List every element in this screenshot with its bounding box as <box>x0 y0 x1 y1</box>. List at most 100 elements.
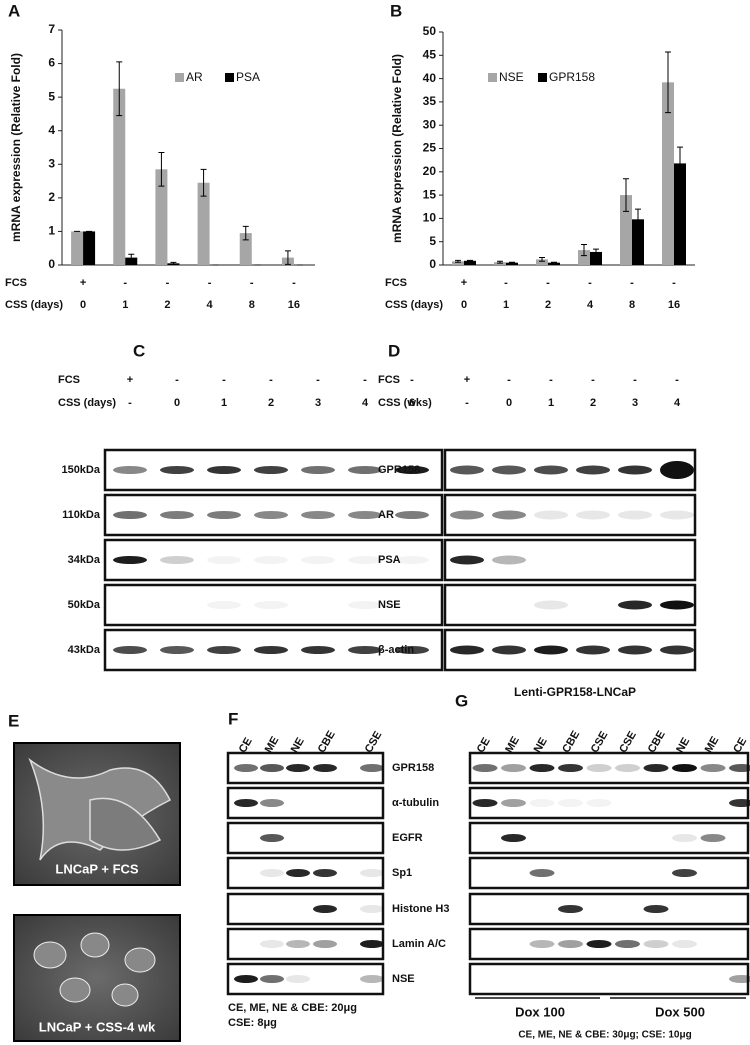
error-bar <box>200 168 207 197</box>
blot-strip <box>443 493 697 537</box>
marker-label: β-actin <box>378 644 414 656</box>
marker-label: 50kDa <box>68 599 101 611</box>
css-label: 6 <box>409 397 415 409</box>
blot-strip <box>443 583 697 627</box>
blot-band <box>558 905 583 913</box>
y-axis-title: mRNA expression (Relative Fold) <box>390 54 404 243</box>
y-tick-label: 2 <box>48 190 55 204</box>
column-label: CSE <box>363 729 385 755</box>
blot-band <box>672 869 697 877</box>
fcs-label: - <box>175 374 179 386</box>
error-bar <box>497 260 503 264</box>
blot-band <box>348 646 382 654</box>
y-tick-label: 10 <box>423 211 437 225</box>
blot-band <box>395 511 429 519</box>
blot-band <box>260 799 284 807</box>
panel-label: G <box>455 691 468 710</box>
column-label: CBE <box>646 729 668 755</box>
blot-band <box>660 461 694 479</box>
fcs-label: - <box>410 374 414 386</box>
y-tick-label: 20 <box>423 164 437 178</box>
blot-band <box>160 511 194 519</box>
blot-band <box>615 764 640 772</box>
x-tick-label: 2 <box>164 299 170 311</box>
blot-band <box>492 465 526 475</box>
fcs-label: - <box>633 374 637 386</box>
y-tick-label: 0 <box>429 257 436 271</box>
fcs-label: - <box>549 374 553 386</box>
error-bar <box>128 253 135 262</box>
blot-band <box>313 764 337 772</box>
row-label: CSS (days) <box>385 299 443 311</box>
group-label: Dox 100 <box>515 1004 565 1019</box>
error-bar <box>158 152 165 187</box>
row-label: NSE <box>392 973 415 985</box>
marker-label: 110kDa <box>62 509 101 521</box>
x-tick-label: 8 <box>629 299 635 311</box>
error-bar <box>593 248 599 256</box>
y-tick-label: 3 <box>48 156 55 170</box>
fcs-label: - <box>222 374 226 386</box>
row-label: FCS <box>58 374 80 386</box>
y-tick-label: 25 <box>423 141 437 155</box>
blot-band <box>254 556 288 564</box>
x-tick-label: 4 <box>207 299 214 311</box>
error-bar <box>284 250 291 265</box>
css-label: 2 <box>590 397 596 409</box>
blot-band <box>395 556 429 564</box>
column-label: CBE <box>316 729 338 755</box>
error-bar <box>665 51 671 114</box>
x-tick-label: 16 <box>288 299 300 311</box>
y-tick-label: 40 <box>423 71 437 85</box>
blot-strip <box>226 821 385 855</box>
legend-swatch <box>175 73 184 82</box>
row-label: Lamin A/C <box>392 938 446 950</box>
blot-band <box>207 511 241 519</box>
blot-band <box>286 764 310 772</box>
panel-label: D <box>388 341 400 360</box>
blot-band <box>529 764 555 772</box>
caption: LNCaP + CSS-4 wk <box>39 1019 156 1034</box>
bar <box>548 262 560 265</box>
blot-band <box>672 834 697 842</box>
bar <box>464 260 476 265</box>
legend-label: PSA <box>236 70 260 84</box>
y-axis-title: mRNA expression (Relative Fold) <box>9 53 23 242</box>
fcs-label: - <box>630 277 634 289</box>
fcs-label: - <box>507 374 511 386</box>
blot-band <box>618 510 652 520</box>
fcs-label: - <box>504 277 508 289</box>
blot-band <box>529 940 555 948</box>
blot-band <box>618 600 652 610</box>
blot-band <box>660 600 694 610</box>
y-tick-label: 45 <box>423 47 437 61</box>
bar <box>452 261 464 265</box>
group-label: Dox 500 <box>655 1004 705 1019</box>
blot-band <box>260 869 284 877</box>
error-bar <box>581 243 587 257</box>
row-label: CSS (days) <box>5 299 63 311</box>
error-bar <box>539 257 545 262</box>
marker-label: 34kDa <box>68 554 101 566</box>
x-tick-label: 4 <box>587 299 594 311</box>
note: CE, ME, NE & CBE: 30μg; CSE: 10μg <box>518 1030 691 1041</box>
blot-band <box>450 555 484 565</box>
blot-band <box>501 799 526 807</box>
panel-label: C <box>133 341 145 360</box>
css-label: 1 <box>221 397 227 409</box>
y-tick-label: 6 <box>48 56 55 70</box>
y-tick-label: 1 <box>48 224 55 238</box>
fcs-label: + <box>461 277 467 289</box>
error-bar <box>677 146 683 181</box>
panel-label: F <box>228 709 238 728</box>
fcs-label: - <box>588 277 592 289</box>
column-label: CSE <box>589 729 611 755</box>
x-tick-label: 2 <box>545 299 551 311</box>
error-bar <box>509 261 515 264</box>
css-label: 4 <box>362 397 369 409</box>
blot-band <box>586 764 612 772</box>
bar <box>632 219 644 265</box>
bar <box>239 233 252 265</box>
y-tick-label: 0 <box>48 257 55 271</box>
